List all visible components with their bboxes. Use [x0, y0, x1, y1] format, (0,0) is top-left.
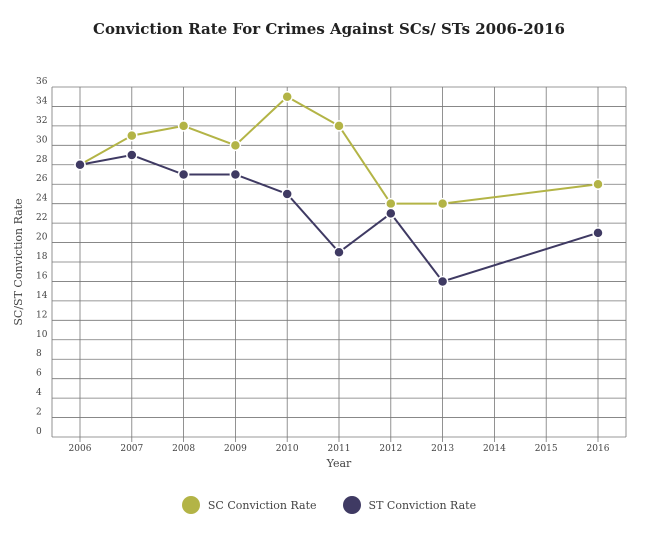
data-point-sc: [592, 178, 604, 190]
data-point-st: [229, 168, 242, 181]
y-tick-label: 8: [36, 349, 42, 359]
y-tick-label: 2: [36, 408, 42, 418]
y-tick-label: 30: [36, 135, 48, 145]
legend-label-st: ST Conviction Rate: [368, 498, 477, 512]
y-tick-label: 32: [36, 116, 47, 126]
data-point-st: [592, 227, 604, 239]
y-tick-label: 24: [36, 194, 48, 204]
x-tick-label: 2011: [328, 444, 351, 454]
data-point-sc: [281, 90, 293, 103]
data-point-sc: [177, 120, 190, 132]
legend-swatch-st: [342, 496, 361, 514]
x-tick-label: 2008: [172, 444, 195, 454]
y-tick-label: 4: [36, 388, 42, 398]
y-tick-label: 28: [36, 155, 48, 165]
data-point-st: [385, 207, 397, 220]
y-tick-label: 18: [36, 252, 48, 262]
x-tick-label: 2009: [224, 444, 247, 454]
x-tick-label: 2015: [535, 444, 558, 454]
y-tick-label: 36: [36, 77, 48, 87]
data-point-st: [74, 159, 86, 171]
series-points: [74, 90, 604, 288]
x-tick-label: 2014: [483, 444, 506, 454]
y-tick-label: 22: [36, 213, 47, 223]
chart-title: Conviction Rate For Crimes Against SCs/ …: [93, 20, 565, 38]
y-tick-label: 14: [36, 291, 48, 301]
legend-item-st: ST Conviction Rate: [342, 496, 477, 514]
legend-label-sc: SC Conviction Rate: [207, 498, 317, 512]
x-tick-label: 2006: [69, 444, 92, 454]
data-point-sc: [126, 129, 138, 142]
data-point-sc: [333, 120, 345, 132]
y-axis-label: SC/ST Conviction Rate: [12, 198, 25, 325]
data-point-st: [126, 149, 138, 161]
legend-swatch-sc: [181, 496, 200, 514]
data-point-sc: [229, 139, 242, 152]
y-tick-label: 0: [36, 427, 42, 437]
x-tick-label: 2013: [431, 444, 454, 454]
y-tick-label: 16: [36, 271, 48, 281]
x-axis-label: Year: [326, 457, 352, 470]
data-point-st: [177, 168, 190, 181]
data-point-st: [436, 275, 449, 288]
x-tick-label: 2007: [120, 444, 143, 454]
data-point-sc: [436, 197, 449, 210]
data-point-st: [281, 188, 293, 200]
y-tick-label: 26: [36, 174, 48, 184]
x-tick-label: 2012: [379, 444, 402, 454]
data-point-st: [333, 246, 345, 259]
data-point-sc: [385, 197, 397, 210]
y-tick-label: 20: [36, 233, 48, 243]
x-tick-label: 2010: [276, 444, 299, 454]
x-tick-label: 2016: [587, 444, 610, 454]
grid-lines: [51, 86, 627, 442]
y-tick-label: 10: [36, 330, 48, 340]
y-tick-label: 12: [36, 310, 47, 320]
legend-item-sc: SC Conviction Rate: [181, 496, 317, 514]
x-tick-labels: 2006 2007 2008 2009 2010 2011 2012 2013 2014 2015…: [69, 444, 610, 454]
legend: SC Conviction Rate ST Conviction Rate: [0, 496, 658, 514]
y-tick-label: 6: [36, 369, 42, 379]
y-tick-label: 34: [36, 96, 48, 106]
